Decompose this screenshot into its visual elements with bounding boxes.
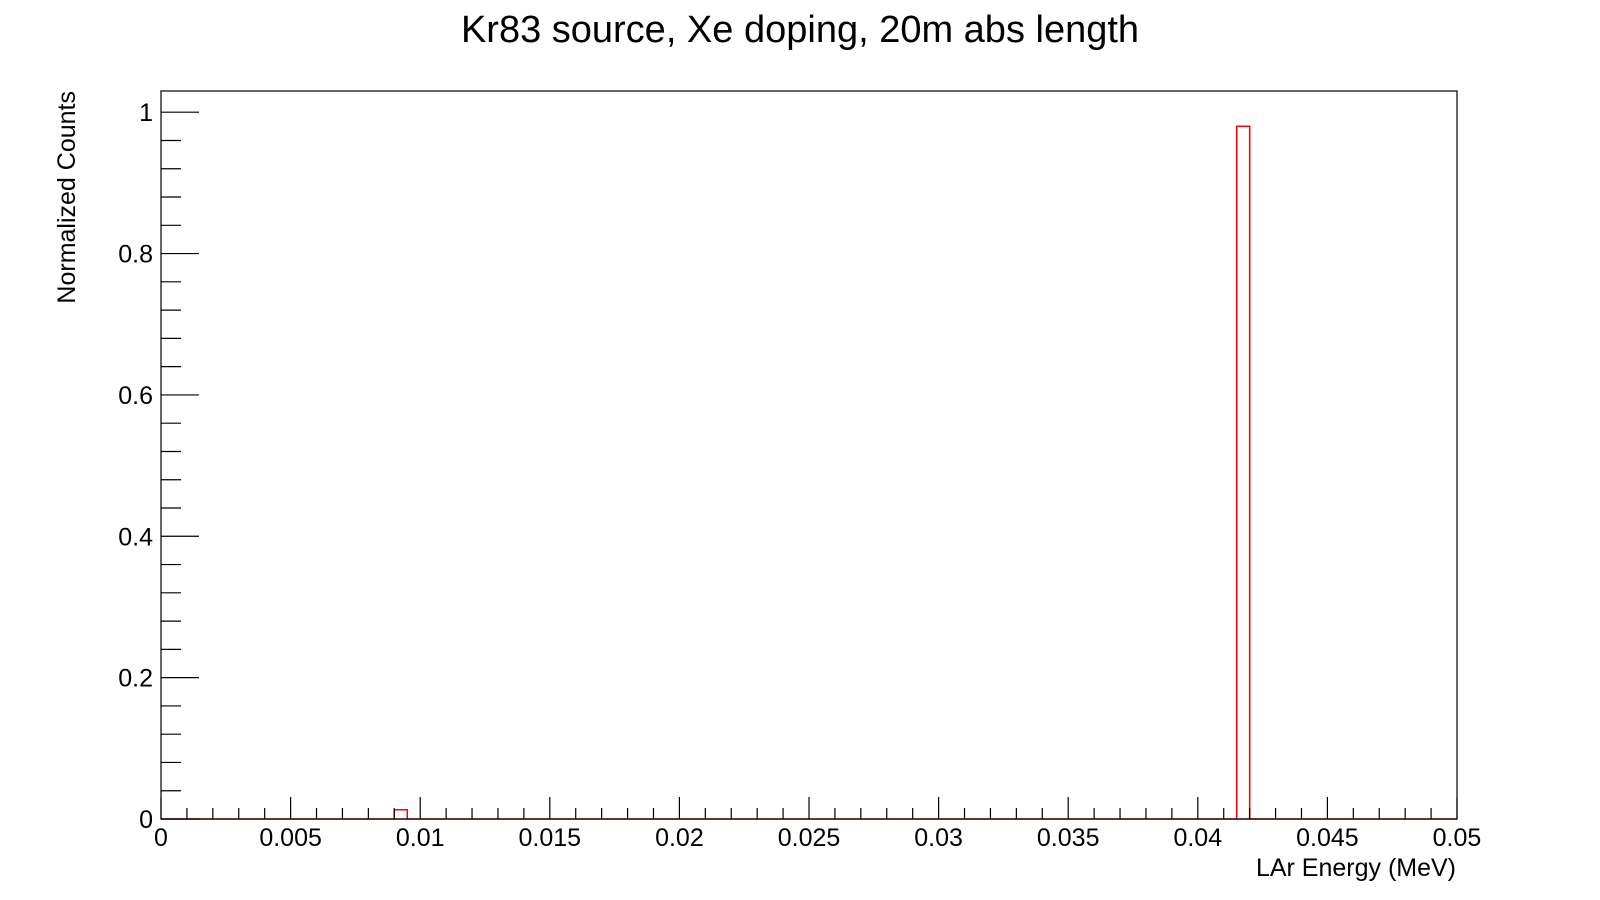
x-tick-label: 0.01: [396, 824, 445, 852]
y-tick-label: 0.8: [118, 241, 153, 269]
y-axis-label: Normalized Counts: [53, 91, 81, 304]
x-tick-label: 0: [154, 824, 168, 852]
axes-layer: 0 0.2 0.4 0.6 0.8 1 0 0.005 0.01 0.015 0.02 0.025 0.…: [118, 99, 1481, 852]
x-tick-label: 0.025: [778, 824, 841, 852]
y-tick-label: 0: [139, 806, 153, 834]
y-tick-label: 0.4: [118, 523, 153, 551]
y-tick-label: 0.6: [118, 382, 153, 410]
chart-title: Kr83 source, Xe doping, 20m abs length: [461, 9, 1139, 51]
x-tick-label: 0.03: [914, 824, 963, 852]
histogram-outline: [161, 125, 1457, 820]
x-tick-label: 0.02: [655, 824, 704, 852]
plot-frame: [160, 90, 1458, 820]
x-tick-label: 0.045: [1296, 824, 1359, 852]
y-tick-label: 1: [139, 99, 153, 127]
histogram-bar: [1235, 125, 1251, 820]
histogram-bar: [393, 809, 408, 820]
x-axis-label: LAr Energy (MeV): [1256, 854, 1456, 882]
x-tick-label: 0.05: [1433, 824, 1482, 852]
x-tick-label: 0.035: [1037, 824, 1100, 852]
histogram-layer: [161, 125, 1457, 820]
x-tick-label: 0.015: [519, 824, 582, 852]
x-tick-label: 0.005: [259, 824, 322, 852]
x-tick-label: 0.04: [1173, 824, 1222, 852]
y-tick-label: 0.2: [118, 665, 153, 693]
